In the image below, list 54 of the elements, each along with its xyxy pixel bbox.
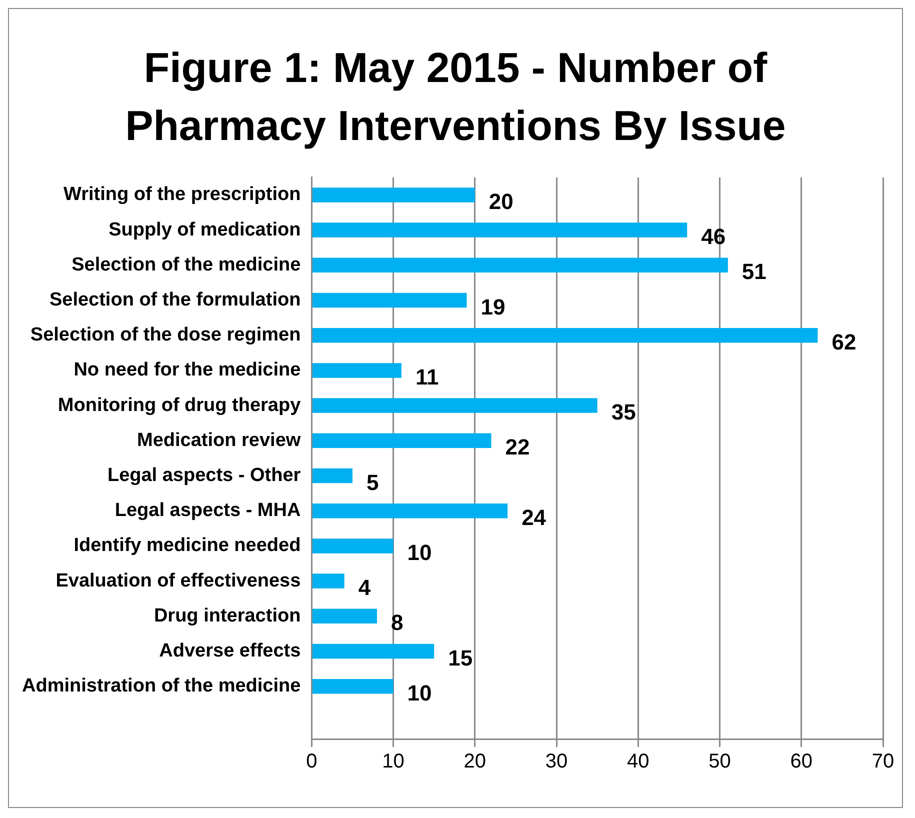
x-tick-label: 0 bbox=[306, 750, 318, 773]
bar bbox=[312, 433, 492, 448]
y-tick-label: Evaluation of effectiveness bbox=[56, 570, 301, 592]
bar bbox=[312, 608, 377, 624]
data-label: 19 bbox=[480, 294, 506, 320]
chart-title: Figure 1: May 2015 - Number of Pharmacy Interventions By Issue bbox=[124, 43, 787, 151]
bar bbox=[312, 398, 598, 413]
data-label: 15 bbox=[448, 645, 473, 670]
data-label: 24 bbox=[522, 504, 547, 530]
x-tick-label: 20 bbox=[464, 750, 486, 773]
y-tick-label: Administration of the medicine bbox=[22, 676, 301, 697]
data-label: 10 bbox=[407, 680, 432, 706]
data-label: 5 bbox=[366, 470, 379, 495]
bar bbox=[312, 644, 434, 659]
y-tick-label: Selection of the formulation bbox=[49, 289, 301, 310]
bar bbox=[312, 258, 728, 273]
bar bbox=[312, 574, 344, 588]
y-tick-label: Selection of the dose regimen bbox=[30, 324, 301, 346]
data-label: 51 bbox=[742, 259, 766, 284]
bar bbox=[312, 292, 467, 308]
bar bbox=[312, 363, 402, 378]
bar bbox=[312, 222, 688, 238]
data-label: 11 bbox=[415, 364, 439, 390]
y-tick-label: Selection of the medicine bbox=[72, 254, 301, 276]
y-tick-label: Monitoring of drug therapy bbox=[58, 394, 302, 416]
bar bbox=[312, 503, 508, 518]
y-tick-label: Writing of the prescription bbox=[64, 184, 301, 206]
data-label: 10 bbox=[407, 540, 432, 566]
bar bbox=[312, 468, 352, 484]
data-label: 46 bbox=[701, 224, 726, 250]
y-tick-label: Drug interaction bbox=[154, 605, 301, 626]
data-label: 4 bbox=[358, 575, 372, 600]
y-tick-label: Supply of medication bbox=[108, 219, 301, 240]
data-label: 35 bbox=[611, 400, 636, 425]
data-label: 20 bbox=[488, 189, 514, 214]
y-tick-label: Legal aspects - Other bbox=[107, 464, 302, 486]
bar bbox=[312, 328, 818, 343]
y-tick-label: No need for the medicine bbox=[74, 360, 301, 381]
y-tick-label: Identify medicine needed bbox=[74, 535, 301, 556]
x-tick-label: 70 bbox=[872, 750, 894, 773]
bar bbox=[312, 188, 475, 202]
y-tick-label: Legal aspects - MHA bbox=[114, 500, 301, 522]
x-tick-label: 60 bbox=[790, 750, 813, 773]
bar bbox=[312, 538, 394, 554]
y-tick-label: Adverse effects bbox=[159, 640, 301, 662]
data-label: 8 bbox=[390, 610, 404, 636]
x-tick-label: 30 bbox=[545, 750, 568, 773]
bar bbox=[312, 678, 394, 694]
x-tick-label: 10 bbox=[382, 750, 404, 773]
data-label: 62 bbox=[832, 329, 856, 354]
x-tick-label: 50 bbox=[708, 750, 731, 773]
data-label: 22 bbox=[505, 434, 530, 460]
x-tick-label: 40 bbox=[627, 750, 650, 773]
y-tick-label: Medication review bbox=[137, 430, 301, 451]
